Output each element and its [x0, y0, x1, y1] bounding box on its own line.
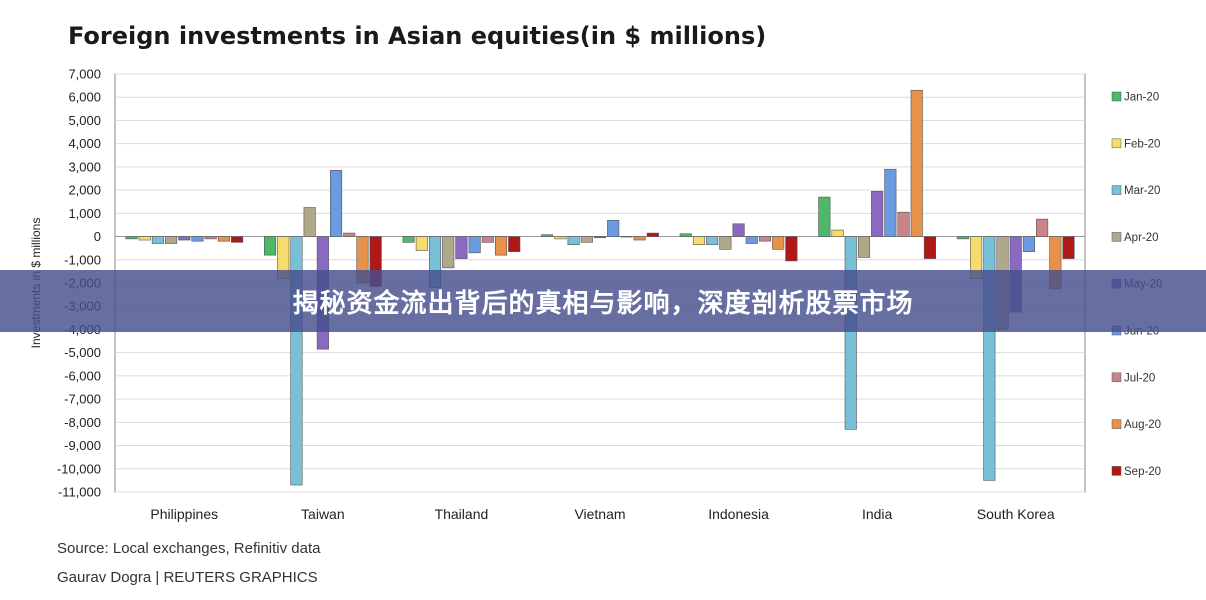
bar-mar-20 [844, 236, 857, 430]
bar-jul-20 [481, 236, 494, 243]
legend-swatch [1111, 91, 1122, 102]
x-category-label: India [862, 506, 893, 522]
bar-sep-20 [231, 236, 244, 243]
bar-jun-20 [191, 236, 204, 242]
x-category-label: Taiwan [301, 506, 345, 522]
bar-jan-20 [541, 234, 554, 237]
source-note: Source: Local exchanges, Refinitiv data [57, 540, 321, 557]
y-tick-label: 1,000 [68, 206, 101, 221]
x-category-label: Thailand [435, 506, 489, 522]
y-tick-label: 2,000 [68, 183, 101, 198]
bar-sep-20 [923, 236, 936, 259]
bar-jan-20 [679, 233, 692, 237]
legend-label: Jan-20 [1124, 92, 1159, 104]
x-category-label: South Korea [977, 506, 1055, 522]
bar-aug-20 [494, 236, 508, 256]
legend-swatch [1111, 232, 1122, 242]
y-tick-label: 7,000 [68, 67, 101, 82]
bar-may-20 [732, 223, 745, 237]
bar-jun-20 [1022, 236, 1035, 252]
bar-jul-20 [343, 232, 356, 237]
bar-apr-20 [719, 236, 732, 250]
bar-sep-20 [1062, 236, 1075, 259]
bars [125, 89, 1075, 486]
x-axis-categories: Philippines Taiwan Thailand Vietnam Indonesi… [150, 506, 1054, 522]
bar-jul-20 [1036, 218, 1049, 237]
bar-feb-20 [692, 236, 706, 245]
bar-apr-20 [580, 236, 593, 243]
bar-apr-20 [303, 207, 316, 237]
y-tick-label: 3,000 [68, 159, 101, 174]
bar-jul-20 [897, 211, 910, 237]
bar-jan-20 [402, 236, 415, 243]
legend-label: Apr-20 [1124, 232, 1159, 244]
bar-apr-20 [442, 236, 455, 269]
bar-sep-20 [508, 236, 521, 252]
y-tick-label: 5,000 [68, 113, 101, 128]
bar-may-20 [178, 236, 191, 241]
y-tick-label: -10,000 [57, 461, 101, 476]
credit-note: Gaurav Dogra | REUTERS GRAPHICS [57, 569, 318, 586]
bar-feb-20 [138, 236, 151, 241]
y-tick-label: 4,000 [68, 136, 101, 151]
bar-sep-20 [785, 236, 798, 262]
y-tick-label: -9,000 [64, 438, 101, 453]
bar-jan-20 [818, 196, 831, 237]
bar-feb-20 [415, 236, 428, 251]
bar-may-20 [455, 236, 468, 259]
x-category-label: Vietnam [574, 506, 625, 522]
y-tick-label: 0 [94, 229, 101, 244]
y-tick-label: -8,000 [64, 415, 101, 430]
y-tick-label: -7,000 [64, 392, 101, 407]
bar-apr-20 [165, 236, 178, 244]
bar-jun-20 [607, 220, 620, 237]
legend-label: Jul-20 [1124, 372, 1155, 384]
bar-jul-20 [620, 236, 633, 238]
bar-mar-20 [983, 236, 996, 481]
legend-label: Feb-20 [1124, 138, 1160, 150]
legend-label: Aug-20 [1124, 419, 1161, 431]
y-tick-label: 6,000 [68, 90, 101, 105]
bar-apr-20 [857, 236, 870, 258]
bar-jun-20 [330, 170, 343, 237]
x-category-label: Philippines [150, 506, 218, 522]
bar-mar-20 [290, 236, 303, 486]
bar-jun-20 [468, 236, 481, 254]
bar-jun-20 [884, 168, 897, 237]
legend-label: Mar-20 [1124, 185, 1160, 197]
bar-jan-20 [125, 236, 138, 240]
y-tick-label: -6,000 [64, 368, 101, 383]
y-tick-label: -11,000 [58, 485, 101, 500]
bar-aug-20 [910, 89, 923, 237]
x-category-label: Indonesia [708, 506, 769, 522]
bar-may-20 [871, 190, 884, 237]
bar-aug-20 [217, 236, 230, 242]
bar-jul-20 [758, 236, 772, 242]
bar-mar-20 [151, 236, 164, 244]
legend-label: Sep-20 [1124, 466, 1161, 478]
overlay-banner: 揭秘资金流出背后的真相与影响，深度剖析股票市场 [0, 270, 1206, 332]
bar-mar-20 [567, 236, 580, 245]
bar-sep-20 [646, 232, 659, 237]
bar-may-20 [593, 236, 607, 239]
y-tick-label: -1,000 [64, 252, 101, 267]
bar-jun-20 [745, 236, 758, 244]
bar-feb-20 [831, 229, 844, 237]
bar-jan-20 [264, 236, 277, 256]
chart-title: Foreign investments in Asian equities(in… [68, 22, 766, 50]
legend-swatch [1111, 185, 1122, 195]
legend-swatch [1111, 138, 1122, 149]
bar-mar-20 [706, 236, 719, 245]
y-tick-label: -5,000 [64, 345, 101, 360]
legend-swatch [1111, 419, 1122, 429]
bar-aug-20 [772, 236, 785, 250]
legend-swatch [1111, 466, 1122, 476]
bar-aug-20 [633, 236, 646, 241]
legend-swatch [1111, 372, 1122, 383]
bar-jul-20 [204, 236, 217, 240]
bar-feb-20 [554, 236, 567, 240]
banner-text: 揭秘资金流出背后的真相与影响，深度剖析股票市场 [292, 288, 914, 319]
bar-jan-20 [956, 236, 969, 240]
